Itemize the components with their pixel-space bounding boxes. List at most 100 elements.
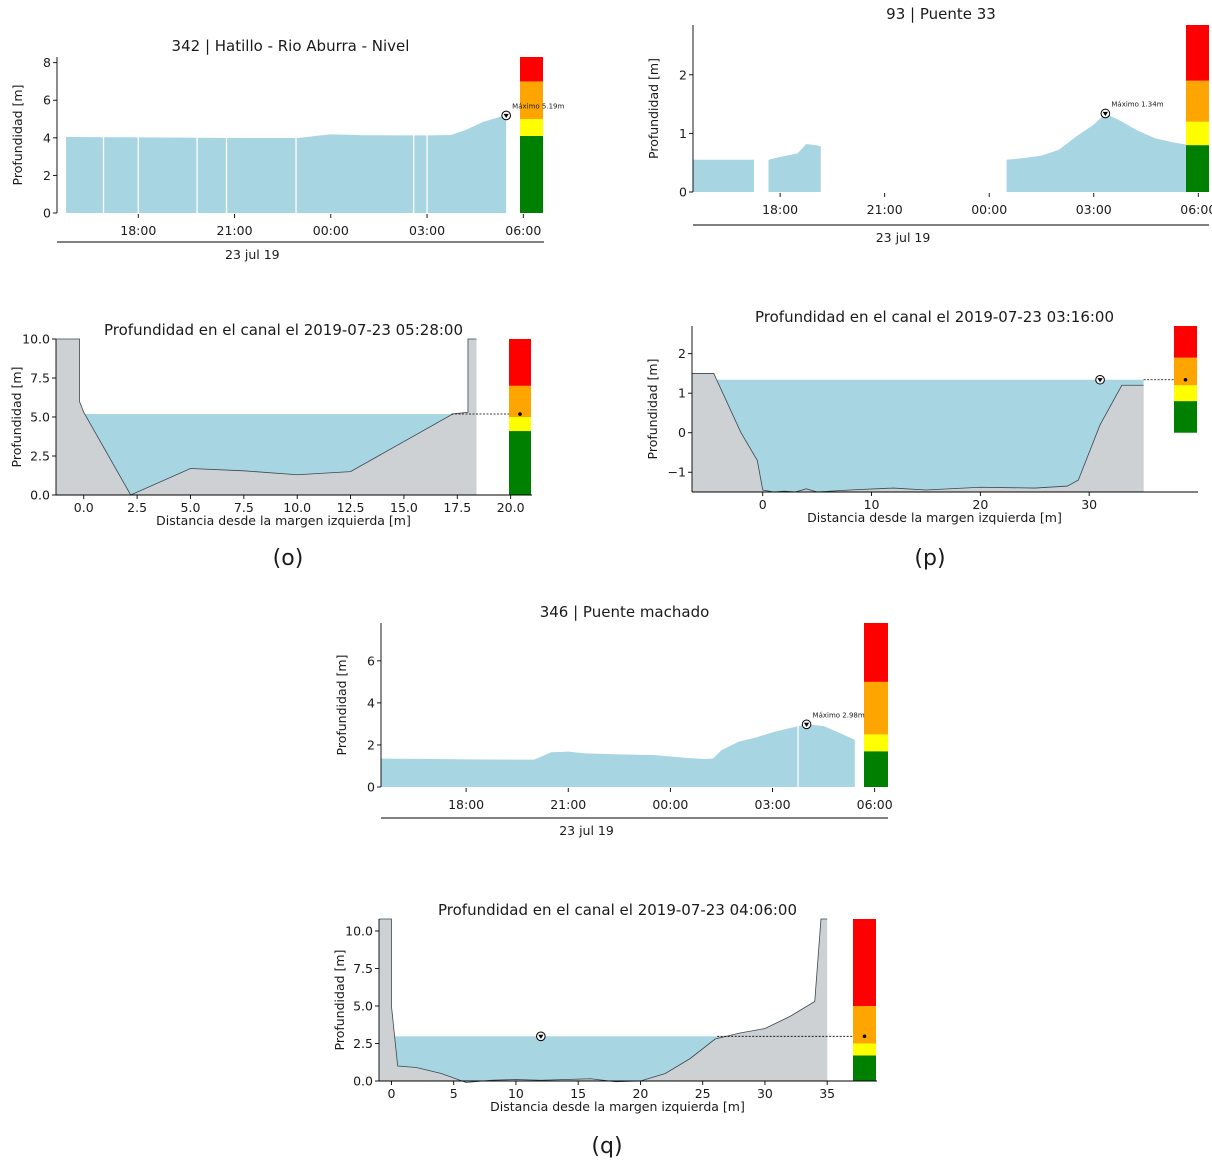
p_series-alert-red xyxy=(1186,25,1209,81)
p_section-alert-orange xyxy=(1174,357,1197,386)
p_section-ytick-label: 2 xyxy=(678,346,686,361)
q_section-xtick-label: 20 xyxy=(632,1086,648,1101)
o_section-xtick-label: 15.0 xyxy=(390,500,418,515)
o_series-area-0 xyxy=(66,115,507,213)
p_section-max-marker-tri xyxy=(1097,378,1103,383)
q_section-ytick-label: 7.5 xyxy=(353,961,373,976)
o_series-ytick-label: 0 xyxy=(43,206,51,221)
q_series-area-0 xyxy=(381,724,855,787)
p_series-ylabel: Profundidad [m] xyxy=(646,58,661,159)
o_section-alert-red xyxy=(509,339,531,386)
o_section-ytick-label: 5.0 xyxy=(30,410,50,425)
q_section-level-dot xyxy=(862,1034,867,1039)
o_series-xtick-label: 00:00 xyxy=(313,223,349,238)
q_series-ylabel: Profundidad [m] xyxy=(334,655,349,756)
p_series-area-1 xyxy=(768,143,821,192)
o_section-ground xyxy=(56,339,477,495)
p_series-area-0 xyxy=(693,159,754,192)
o_series-alert-orange xyxy=(520,81,543,120)
o_series-alert-red xyxy=(520,57,543,82)
p_section-alert-red xyxy=(1174,326,1197,358)
p_series-xtick-label: 06:00 xyxy=(1180,202,1212,217)
o_series-xtick-label: 18:00 xyxy=(120,223,156,238)
o_section-xtick-label: 2.5 xyxy=(127,500,147,515)
o_section-alert-green xyxy=(509,431,531,495)
p_section-title: Profundidad en el canal el 2019-07-23 03… xyxy=(755,308,1114,326)
q_series-max-marker-tri xyxy=(803,722,810,727)
p_section-bed-line xyxy=(692,373,1144,493)
p_section-ytick-label: −1 xyxy=(668,465,686,480)
q_series-xtick-label: 00:00 xyxy=(652,797,688,812)
p_series-max-marker-tri xyxy=(1102,111,1108,117)
q_section-xtick-label: 10 xyxy=(508,1086,524,1101)
o_series-alert-green xyxy=(520,135,543,213)
q_section-title: Profundidad en el canal el 2019-07-23 04… xyxy=(438,901,797,919)
p_section-xlabel: Distancia desde la margen izquierda [m] xyxy=(807,510,1062,525)
q_series-ytick-label: 4 xyxy=(367,695,375,710)
o_series-max-label: Máximo 5.19m xyxy=(512,102,564,110)
q_series-xtick-label: 06:00 xyxy=(857,797,893,812)
o_section-xtick-label: 20.0 xyxy=(497,500,525,515)
q_section-ytick-label: 0.0 xyxy=(353,1074,373,1089)
o_section-title: Profundidad en el canal el 2019-07-23 05… xyxy=(104,321,463,339)
panel-label-p: (p) xyxy=(914,546,945,571)
p_series-xtick-label: 18:00 xyxy=(762,202,798,217)
p_series-xtick-label: 21:00 xyxy=(867,202,903,217)
q_series-xtick-label: 03:00 xyxy=(755,797,791,812)
q_section-xlabel: Distancia desde la margen izquierda [m] xyxy=(490,1099,745,1114)
o_section-level-dot xyxy=(518,412,522,416)
q_series-alert-red xyxy=(864,623,888,682)
p_series-ytick-label: 1 xyxy=(679,126,687,141)
p_series-alert-green xyxy=(1186,145,1209,192)
o_section-ylabel: Profundidad [m] xyxy=(9,367,24,468)
p_section-ytick-label: 0 xyxy=(678,425,686,440)
q_series-xtick-label: 21:00 xyxy=(550,797,586,812)
q_section-bed-line xyxy=(379,918,828,1083)
o_section-xtick-label: 17.5 xyxy=(443,500,471,515)
o_series-xtick-label: 21:00 xyxy=(217,223,253,238)
q_section-ytick-label: 2.5 xyxy=(353,1036,373,1051)
q_series-xtick-label: 18:00 xyxy=(448,797,484,812)
o_series-date-label: 23 jul 19 xyxy=(225,247,280,262)
o_series-ytick-label: 4 xyxy=(43,130,51,145)
p_section-ground xyxy=(692,373,1144,492)
o_series-alert-yellow xyxy=(520,119,543,136)
p_series-title: 93 | Puente 33 xyxy=(886,5,996,23)
p_section-xtick-label: 0 xyxy=(759,497,767,512)
q_series-ytick-label: 2 xyxy=(367,737,375,752)
o_series-ytick-label: 2 xyxy=(43,168,51,183)
q_section-ytick-label: 10.0 xyxy=(345,924,373,939)
q_section-xtick-label: 0 xyxy=(387,1086,395,1101)
o_series-ytick-label: 6 xyxy=(43,93,51,108)
q_section-max-marker-tri xyxy=(538,1034,544,1039)
o_section-xtick-label: 0.0 xyxy=(74,500,94,515)
o_series-max-marker-tri xyxy=(503,113,509,119)
o_section-xtick-label: 12.5 xyxy=(337,500,365,515)
q_section-ytick-label: 5.0 xyxy=(353,999,373,1014)
o_section-xtick-label: 7.5 xyxy=(234,500,254,515)
o_section-ytick-label: 7.5 xyxy=(30,371,50,386)
q_section-xtick-label: 15 xyxy=(570,1086,586,1101)
o_series-ytick-label: 8 xyxy=(43,55,51,70)
q_section-xtick-label: 25 xyxy=(695,1086,711,1101)
q_section-alert-orange xyxy=(853,1006,876,1044)
o_series-xtick-label: 06:00 xyxy=(505,223,541,238)
o_series-xtick-label: 03:00 xyxy=(409,223,445,238)
q_section-alert-yellow xyxy=(853,1043,876,1056)
q_series-alert-yellow xyxy=(864,734,888,752)
p_series-xtick-label: 03:00 xyxy=(1076,202,1112,217)
p_series-alert-orange xyxy=(1186,80,1209,122)
o_section-xtick-label: 5.0 xyxy=(181,500,201,515)
o_section-xtick-label: 10.0 xyxy=(283,500,311,515)
q_section-xtick-label: 30 xyxy=(757,1086,773,1101)
q_series-alert-orange xyxy=(864,681,888,735)
o_series-title: 342 | Hatillo - Rio Aburra - Nivel xyxy=(172,37,410,55)
q_section-alert-red xyxy=(853,919,876,1006)
p_section-water xyxy=(692,379,1144,492)
o_section-ytick-label: 10.0 xyxy=(22,332,50,347)
p_section-alert-yellow xyxy=(1174,385,1197,402)
o_section-ytick-label: 2.5 xyxy=(30,449,50,464)
p_section-alert-green xyxy=(1174,401,1197,433)
p_section-xtick-label: 20 xyxy=(972,497,988,512)
p_section-ylabel: Profundidad [m] xyxy=(645,359,660,460)
